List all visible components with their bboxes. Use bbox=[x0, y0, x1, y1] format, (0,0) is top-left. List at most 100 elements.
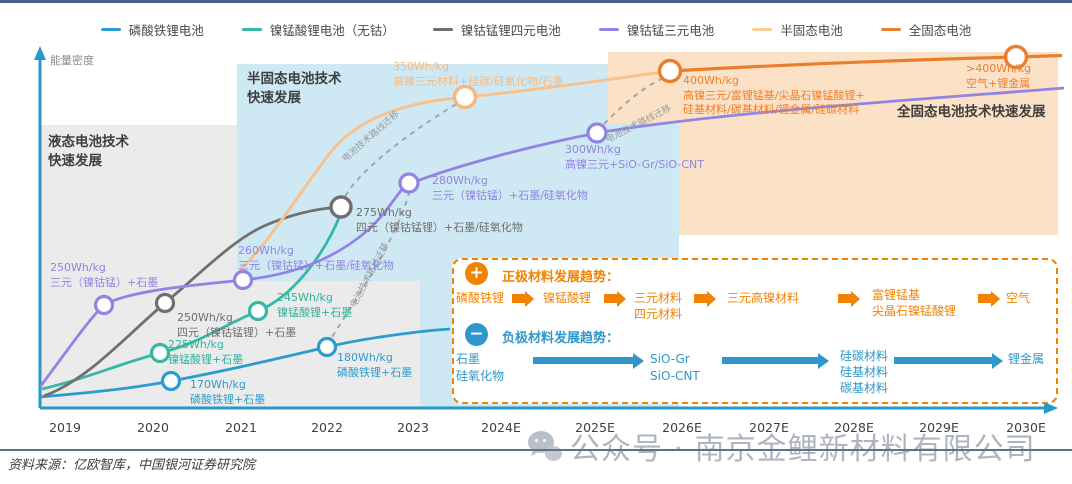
arrow-right-icon bbox=[512, 290, 534, 307]
anode-item-sio: 硅氧化物 bbox=[456, 369, 505, 383]
point-225 bbox=[149, 342, 171, 364]
point-400 bbox=[657, 58, 683, 84]
x-tick-2029e: 2029E bbox=[919, 420, 959, 435]
label-value: 250Wh/kg bbox=[177, 311, 233, 324]
label-value: 245Wh/kg bbox=[277, 291, 333, 304]
legend-item-semisolid: 半固态电池 bbox=[752, 20, 843, 39]
x-tick-2020: 2020 bbox=[137, 420, 169, 435]
point-300 bbox=[586, 122, 608, 144]
anode-item-sio-cnt: SiO-CNT bbox=[650, 369, 700, 383]
wechat-eye bbox=[543, 439, 546, 442]
x-tick-2030e: 2030E bbox=[1006, 420, 1046, 435]
label-value: 300Wh/kg bbox=[565, 143, 621, 156]
allsolid-battery-region bbox=[679, 52, 1058, 235]
x-tick-2027e: 2027E bbox=[749, 420, 789, 435]
point-280 bbox=[398, 172, 420, 194]
x-tick-2025e: 2025E bbox=[575, 420, 615, 435]
label-value: 225Wh/kg bbox=[168, 338, 224, 351]
legend-dash-icon bbox=[100, 28, 121, 31]
x-tick-2028e: 2028E bbox=[834, 420, 874, 435]
legend-dash-icon bbox=[241, 28, 262, 31]
legend-dash-icon bbox=[880, 28, 901, 31]
label-materials: 硅基材料/碳基材料/锂金属/硅碳材料 bbox=[683, 103, 860, 116]
label-materials: 磷酸铁锂+石墨 bbox=[190, 392, 266, 406]
label-materials: 三元（镍钴锰）+石墨/硅氧化物 bbox=[432, 188, 588, 202]
legend-dash-icon bbox=[432, 28, 453, 31]
region-title-line: 快速发展 bbox=[247, 90, 301, 106]
label-value: 180Wh/kg bbox=[337, 351, 393, 364]
legend-label: 镍钴锰三元电池 bbox=[626, 23, 715, 38]
data-label-250-ternary: 250Wh/kg 三元（镍钴锰）+石墨 bbox=[50, 261, 158, 290]
legend-item-lfp: 磷酸铁锂电池 bbox=[100, 20, 204, 39]
cathode-item-lnmo: 镍锰酸锂 bbox=[543, 291, 592, 305]
point-180 bbox=[316, 336, 338, 358]
cathode-item-air: 空气 bbox=[1006, 291, 1031, 305]
anode-item-si-c: 硅碳材料 bbox=[840, 349, 889, 363]
long-arrow-right-icon bbox=[722, 352, 829, 369]
cathode-item-spinel: 尖晶石镍锰酸锂 bbox=[872, 304, 957, 318]
transition-dashed-3 bbox=[596, 76, 667, 132]
legend-item-lnmo: 镍锰酸锂电池（无钴） bbox=[241, 20, 395, 39]
label-value: 280Wh/kg bbox=[432, 174, 488, 187]
cathode-trend-title: 正极材料发展趋势： bbox=[502, 270, 620, 285]
label-materials: 三元（镍钴锰）+石墨 bbox=[50, 275, 159, 289]
legend-item-allsolid: 全固态电池 bbox=[880, 20, 972, 39]
legend-dash-icon bbox=[752, 28, 773, 31]
arrow-right-icon bbox=[604, 290, 626, 307]
data-label-350: 350Wh/kg 高镍三元材料+硅碳/硅氧化物/石墨 bbox=[393, 60, 564, 89]
x-tick-2024e: 2024E bbox=[481, 420, 521, 435]
x-tick-2021: 2021 bbox=[225, 420, 257, 435]
watermark-text: 公众号 · 南京金鲤新材料有限公司 bbox=[570, 432, 1036, 467]
anode-item-li-metal: 锂金属 bbox=[1008, 352, 1045, 366]
data-label-280: 280Wh/kg 三元（镍钴锰）+石墨/硅氧化物 bbox=[432, 174, 588, 203]
x-tick-2022: 2022 bbox=[311, 420, 343, 435]
region-title-line: 液态电池技术 bbox=[48, 134, 129, 150]
footer-divider-line bbox=[0, 449, 1072, 451]
region-title-line: 全固态电池技术快速发展 bbox=[897, 104, 1046, 120]
cathode-item-high-nickel: 三元高镍材料 bbox=[727, 291, 800, 305]
label-value: 260Wh/kg bbox=[238, 244, 294, 257]
legend-label: 镍锰酸锂电池（无钴） bbox=[269, 23, 395, 38]
label-value: >400Wh/kg bbox=[966, 62, 1032, 75]
point-400plus bbox=[1003, 44, 1029, 70]
cathode-item-quaternary: 四元材料 bbox=[634, 307, 683, 321]
point-260 bbox=[232, 269, 254, 291]
data-label-245: 245Wh/kg 镍锰酸锂+石墨 bbox=[277, 291, 352, 320]
label-materials: 镍锰酸锂+石墨 bbox=[277, 305, 353, 319]
anode-item-sio-gr: SiO-Gr bbox=[650, 352, 690, 366]
region-title-liquid: 液态电池技术 快速发展 bbox=[48, 133, 129, 171]
cathode-item-li-rich: 富锂锰基 bbox=[872, 288, 921, 302]
label-materials: 镍锰酸锂+石墨 bbox=[168, 352, 244, 366]
data-label-275: 275Wh/kg 四元（镍钴锰锂）+石墨/硅氧化物 bbox=[356, 206, 523, 235]
data-label-180: 180Wh/kg 磷酸铁锂+石墨 bbox=[337, 351, 412, 380]
x-tick-2026e: 2026E bbox=[662, 420, 702, 435]
transition-dashed-1 bbox=[326, 192, 410, 346]
curve-ncm bbox=[38, 86, 1065, 388]
label-materials: 三元（镍钴锰）+石墨/硅氧化物 bbox=[238, 258, 394, 272]
label-value: 400Wh/kg bbox=[683, 74, 739, 87]
material-trend-box bbox=[452, 258, 1058, 404]
label-materials: 四元（镍钴锰锂）+石墨/硅氧化物 bbox=[356, 220, 523, 234]
legend-label: 全固态电池 bbox=[908, 23, 972, 38]
data-label-300: 300Wh/kg 高镍三元+SiO-Gr/SiO-CNT bbox=[565, 143, 704, 172]
wechat-icon bbox=[528, 431, 562, 461]
point-170 bbox=[160, 370, 182, 392]
label-materials: 空气+锂金属 bbox=[966, 76, 1031, 90]
data-label-400plus: >400Wh/kg 空气+锂金属 bbox=[966, 62, 1031, 91]
plus-icon: + bbox=[465, 262, 488, 285]
data-label-260: 260Wh/kg 三元（镍钴锰）+石墨/硅氧化物 bbox=[238, 244, 394, 273]
arrow-right-icon bbox=[978, 290, 1000, 307]
data-label-400: 400Wh/kg 高镍三元/富锂锰基/尖晶石镍锰酸锂+ 硅基材料/碳基材料/锂金… bbox=[683, 74, 865, 118]
anode-trend-title: 负极材料发展趋势： bbox=[502, 331, 620, 346]
x-axis-arrow-icon bbox=[1044, 402, 1058, 414]
legend-dash-icon bbox=[598, 28, 619, 31]
label-value: 250Wh/kg bbox=[50, 261, 106, 274]
curve-lfp bbox=[39, 327, 451, 399]
source-note: 资料来源：亿欧智库，中国银河证券研究院 bbox=[8, 458, 256, 473]
legend-item-ncm: 镍钴锰三元电池 bbox=[598, 20, 715, 39]
label-materials: 高镍三元材料+硅碳/硅氧化物/石墨 bbox=[393, 74, 564, 88]
region-title-line: 半固态电池技术 bbox=[247, 71, 342, 87]
curve-lnmo bbox=[41, 212, 343, 391]
